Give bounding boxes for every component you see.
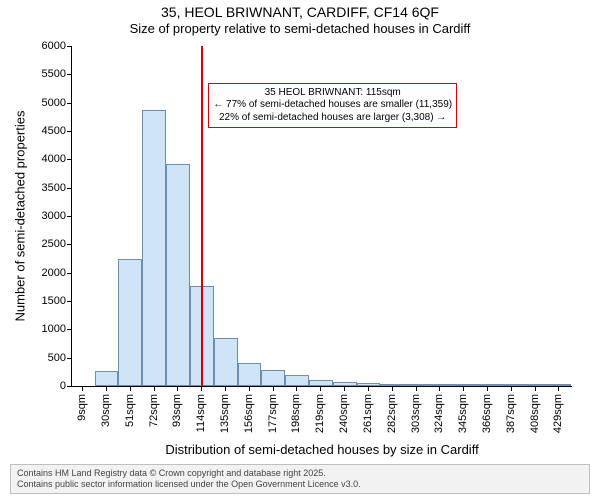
x-tick-label: 429sqm bbox=[552, 394, 564, 433]
x-tick-label: 324sqm bbox=[433, 394, 445, 433]
x-tick-label: 219sqm bbox=[314, 394, 326, 433]
histogram-bar bbox=[285, 375, 309, 386]
x-tick-label: 261sqm bbox=[362, 394, 374, 433]
attribution-footer: Contains HM Land Registry data © Crown c… bbox=[10, 464, 590, 495]
x-axis-line bbox=[72, 386, 572, 387]
x-axis-label: Distribution of semi-detached houses by … bbox=[165, 442, 478, 457]
x-tick-mark bbox=[225, 386, 226, 391]
plot-area: 0500100015002000250030003500400045005000… bbox=[72, 46, 572, 386]
histogram-bar bbox=[118, 259, 142, 387]
x-tick-mark bbox=[82, 386, 83, 391]
x-tick-mark bbox=[296, 386, 297, 391]
x-tick-mark bbox=[273, 386, 274, 391]
histogram-bar bbox=[238, 363, 262, 386]
histogram-bar bbox=[333, 382, 357, 386]
x-tick-mark bbox=[439, 386, 440, 391]
x-tick-label: 9sqm bbox=[76, 394, 88, 421]
x-tick-label: 135sqm bbox=[219, 394, 231, 433]
y-tick-label: 2000 bbox=[42, 267, 72, 279]
x-tick-label: 282sqm bbox=[386, 394, 398, 433]
histogram-bar bbox=[357, 383, 381, 386]
x-tick-label: 114sqm bbox=[195, 394, 207, 432]
y-tick-label: 5500 bbox=[42, 68, 72, 80]
y-tick-label: 500 bbox=[48, 352, 72, 364]
histogram-bar bbox=[380, 384, 404, 386]
x-tick-mark bbox=[344, 386, 345, 391]
y-tick-label: 6000 bbox=[42, 40, 72, 52]
x-tick-label: 72sqm bbox=[148, 394, 160, 427]
histogram-bar bbox=[523, 384, 547, 386]
y-tick-label: 4500 bbox=[42, 125, 72, 137]
histogram-bar bbox=[452, 384, 476, 386]
x-tick-mark bbox=[558, 386, 559, 391]
y-tick-label: 3000 bbox=[42, 210, 72, 222]
x-tick-mark bbox=[130, 386, 131, 391]
x-tick-mark bbox=[535, 386, 536, 391]
histogram-bar bbox=[547, 384, 571, 386]
x-tick-label: 93sqm bbox=[171, 394, 183, 427]
chart-title: 35, HEOL BRIWNANT, CARDIFF, CF14 6QF Siz… bbox=[0, 4, 600, 36]
x-tick-mark bbox=[416, 386, 417, 391]
y-tick-label: 0 bbox=[60, 380, 72, 392]
histogram-bar bbox=[166, 164, 190, 386]
x-tick-mark bbox=[392, 386, 393, 391]
histogram-bar bbox=[142, 110, 166, 386]
annotation-line: ← 77% of semi-detached houses are smalle… bbox=[213, 99, 452, 112]
x-tick-label: 240sqm bbox=[338, 394, 350, 433]
property-size-chart: 35, HEOL BRIWNANT, CARDIFF, CF14 6QF Siz… bbox=[0, 0, 600, 500]
histogram-bar bbox=[95, 371, 119, 386]
x-tick-mark bbox=[320, 386, 321, 391]
x-tick-label: 198sqm bbox=[290, 394, 302, 433]
y-tick-label: 2500 bbox=[42, 238, 72, 250]
y-axis-label: Number of semi-detached properties bbox=[13, 111, 28, 322]
y-tick-label: 3500 bbox=[42, 182, 72, 194]
footer-line-2: Contains public sector information licen… bbox=[17, 479, 583, 490]
histogram-bar bbox=[309, 380, 333, 386]
annotation-line: 22% of semi-detached houses are larger (… bbox=[213, 112, 452, 125]
x-tick-mark bbox=[368, 386, 369, 391]
annotation-line: 35 HEOL BRIWNANT: 115sqm bbox=[213, 87, 452, 100]
title-line-2: Size of property relative to semi-detach… bbox=[0, 21, 600, 37]
x-tick-label: 303sqm bbox=[410, 394, 422, 433]
x-tick-label: 51sqm bbox=[124, 394, 136, 427]
x-tick-mark bbox=[249, 386, 250, 391]
histogram-bar bbox=[499, 384, 523, 386]
title-line-1: 35, HEOL BRIWNANT, CARDIFF, CF14 6QF bbox=[0, 4, 600, 21]
histogram-bar bbox=[476, 384, 500, 386]
x-tick-mark bbox=[201, 386, 202, 391]
x-tick-label: 156sqm bbox=[243, 394, 255, 433]
x-tick-mark bbox=[177, 386, 178, 391]
property-marker-line bbox=[201, 46, 203, 386]
y-tick-label: 5000 bbox=[42, 97, 72, 109]
x-tick-mark bbox=[106, 386, 107, 391]
histogram-bar bbox=[428, 384, 452, 386]
x-tick-label: 177sqm bbox=[267, 394, 279, 433]
x-tick-label: 408sqm bbox=[529, 394, 541, 433]
x-tick-mark bbox=[511, 386, 512, 391]
annotation-box: 35 HEOL BRIWNANT: 115sqm← 77% of semi-de… bbox=[208, 83, 457, 129]
x-tick-label: 366sqm bbox=[481, 394, 493, 433]
x-tick-mark bbox=[487, 386, 488, 391]
footer-line-1: Contains HM Land Registry data © Crown c… bbox=[17, 468, 583, 479]
y-tick-label: 1500 bbox=[42, 295, 72, 307]
x-tick-label: 345sqm bbox=[457, 394, 469, 433]
histogram-bar bbox=[404, 384, 428, 386]
x-tick-mark bbox=[463, 386, 464, 391]
y-tick-label: 4000 bbox=[42, 153, 72, 165]
y-tick-label: 1000 bbox=[42, 323, 72, 335]
x-tick-label: 30sqm bbox=[100, 394, 112, 427]
x-tick-mark bbox=[154, 386, 155, 391]
histogram-bar bbox=[261, 370, 285, 386]
x-tick-label: 387sqm bbox=[505, 394, 517, 433]
histogram-bar bbox=[214, 338, 238, 386]
